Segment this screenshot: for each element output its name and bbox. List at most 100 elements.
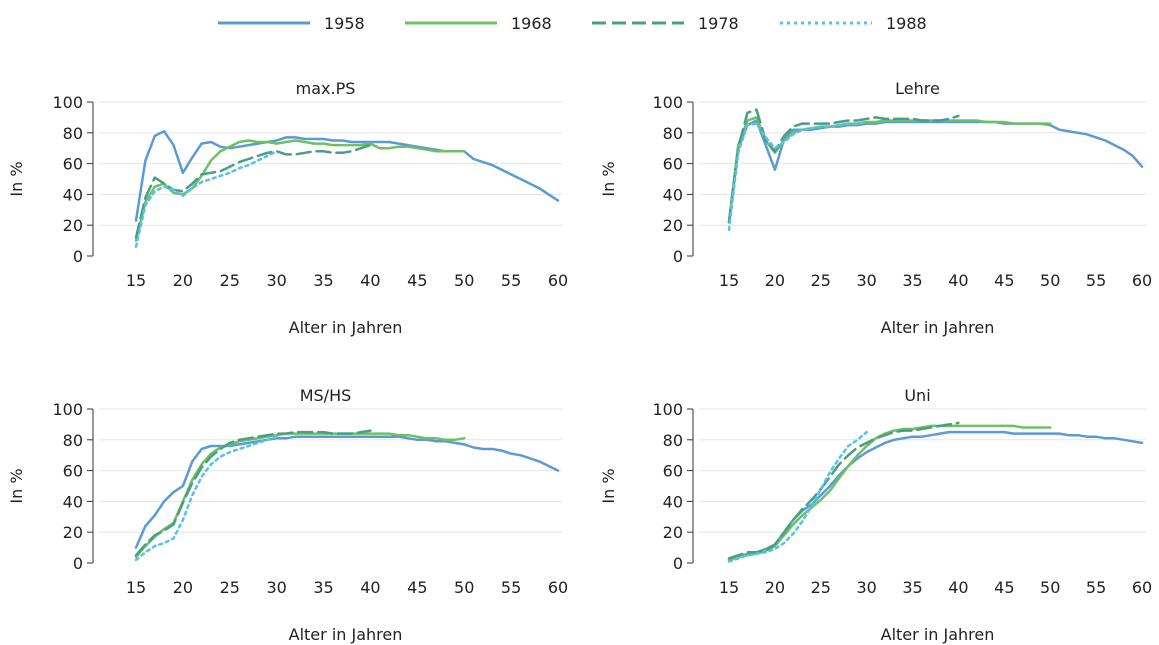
x-tick-label: 45 (407, 578, 427, 597)
legend-label-1988: 1988 (886, 14, 927, 33)
x-tick-label: 40 (360, 578, 380, 597)
y-axis-title: In % (7, 468, 26, 503)
y-tick-label: 40 (663, 492, 683, 511)
panel-1: 0 20 40 60 80 100 15 20 25 30 35 40 45 50 55 60 max.PS Al… (7, 79, 568, 337)
y-tick-label: 20 (663, 216, 683, 235)
panel-title: MS/HS (300, 386, 352, 405)
x-axis-title: Alter in Jahren (289, 625, 403, 644)
series-line-1978 (727, 108, 960, 224)
x-tick-label: 35 (313, 271, 333, 290)
series-line-1988 (134, 435, 278, 562)
x-tick-label: 55 (1086, 271, 1106, 290)
y-axis-title: In % (7, 161, 26, 196)
x-tick-label: 45 (994, 271, 1014, 290)
y-tick-label: 40 (63, 185, 83, 204)
panel-title: Lehre (895, 79, 940, 98)
x-tick-label: 55 (501, 578, 521, 597)
x-tick-label: 45 (407, 271, 427, 290)
x-tick-label: 45 (994, 578, 1014, 597)
x-axis-title: Alter in Jahren (881, 625, 995, 644)
y-tick-label: 0 (673, 554, 683, 573)
x-tick-label: 60 (1132, 271, 1152, 290)
series-line-1988 (727, 430, 868, 563)
series-line-1958 (727, 430, 1144, 562)
x-tick-label: 60 (548, 271, 568, 290)
y-tick-label: 100 (652, 93, 683, 112)
y-tick-label: 0 (73, 247, 83, 266)
series-line-1978 (134, 143, 372, 239)
x-tick-label: 25 (811, 578, 831, 597)
y-tick-label: 60 (663, 155, 683, 174)
x-tick-label: 50 (454, 271, 474, 290)
panel-title: Uni (904, 386, 930, 405)
legend-item-1958: 1958 (218, 14, 365, 33)
x-tick-label: 20 (173, 271, 193, 290)
series-line-1978 (134, 429, 372, 557)
x-tick-label: 30 (266, 578, 286, 597)
panel-2: 0 20 40 60 80 100 15 20 25 30 35 40 45 50 55 60 Lehre Alt… (599, 79, 1152, 337)
y-tick-label: 80 (663, 124, 683, 143)
y-tick-label: 100 (52, 400, 83, 419)
y-tick-label: 0 (673, 247, 683, 266)
x-tick-label: 25 (220, 271, 240, 290)
y-tick-label: 60 (663, 462, 683, 481)
y-tick-label: 0 (73, 554, 83, 573)
x-tick-label: 20 (765, 578, 785, 597)
legend: 1958 1968 1978 1988 (218, 14, 927, 33)
series-line-1978 (727, 421, 960, 560)
series-line-1958 (134, 130, 560, 222)
x-tick-label: 60 (548, 578, 568, 597)
x-tick-label: 35 (902, 271, 922, 290)
x-tick-label: 55 (1086, 578, 1106, 597)
x-tick-label: 40 (948, 578, 968, 597)
y-tick-label: 40 (63, 492, 83, 511)
x-tick-label: 55 (501, 271, 521, 290)
y-tick-label: 60 (63, 155, 83, 174)
y-tick-label: 20 (663, 523, 683, 542)
x-tick-label: 15 (126, 578, 146, 597)
y-tick-label: 80 (63, 431, 83, 450)
x-tick-label: 15 (719, 578, 739, 597)
series-line-1958 (727, 119, 1144, 224)
legend-label-1958: 1958 (324, 14, 365, 33)
legend-label-1968: 1968 (511, 14, 552, 33)
x-tick-label: 25 (811, 271, 831, 290)
x-tick-label: 20 (765, 271, 785, 290)
x-tick-label: 40 (948, 271, 968, 290)
y-axis-title: In % (599, 161, 618, 196)
y-tick-label: 100 (652, 400, 683, 419)
y-tick-label: 40 (663, 185, 683, 204)
y-tick-label: 60 (63, 462, 83, 481)
x-tick-label: 25 (220, 578, 240, 597)
x-tick-label: 60 (1132, 578, 1152, 597)
y-tick-label: 100 (52, 93, 83, 112)
panels: 0 20 40 60 80 100 15 20 25 30 35 40 45 50 55 60 max.PS Al… (7, 79, 1152, 644)
y-tick-label: 80 (63, 124, 83, 143)
panel-title: max.PS (296, 79, 356, 98)
x-axis-title: Alter in Jahren (881, 318, 995, 337)
series-line-1968 (727, 424, 1052, 562)
x-tick-label: 40 (360, 271, 380, 290)
series-line-1988 (727, 120, 868, 232)
x-tick-label: 50 (454, 578, 474, 597)
panel-3: 0 20 40 60 80 100 15 20 25 30 35 40 45 50 55 60 MS/HS Alt… (7, 386, 568, 644)
y-tick-label: 20 (63, 216, 83, 235)
x-axis-title: Alter in Jahren (289, 318, 403, 337)
x-tick-label: 15 (719, 271, 739, 290)
x-tick-label: 50 (1040, 578, 1060, 597)
legend-item-1988: 1988 (780, 14, 927, 33)
legend-item-1978: 1978 (592, 14, 739, 33)
x-tick-label: 20 (173, 578, 193, 597)
x-tick-label: 35 (902, 578, 922, 597)
panel-4: 0 20 40 60 80 100 15 20 25 30 35 40 45 50 55 60 Uni Alter… (599, 386, 1152, 644)
series-line-1988 (134, 150, 278, 249)
y-tick-label: 80 (663, 431, 683, 450)
x-tick-label: 30 (856, 578, 876, 597)
x-tick-label: 30 (856, 271, 876, 290)
y-tick-label: 20 (63, 523, 83, 542)
x-tick-label: 35 (313, 578, 333, 597)
legend-item-1968: 1968 (405, 14, 552, 33)
legend-label-1978: 1978 (698, 14, 739, 33)
x-tick-label: 15 (126, 271, 146, 290)
